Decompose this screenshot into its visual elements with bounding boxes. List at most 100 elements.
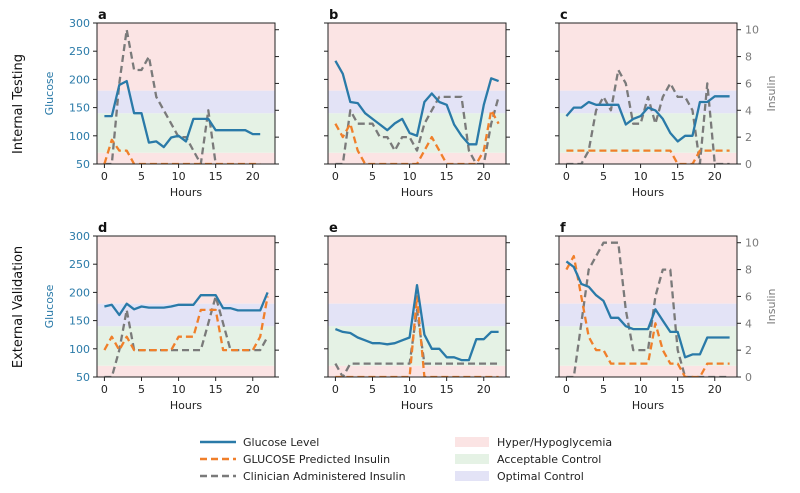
clinician-insulin-line-d <box>104 295 269 377</box>
y-left-tick-label-d-50: 50 <box>76 371 90 384</box>
x-tick-label-f-15: 15 <box>671 383 685 396</box>
panels-group: a0 5 10 15 20Hours50100150200250300Glucoseb0… <box>43 8 778 412</box>
x-tick-label-e-5: 5 <box>369 383 376 396</box>
axes-frame-c <box>558 22 738 165</box>
glucose-line-d <box>104 291 269 317</box>
predicted-insulin-line-c <box>566 149 730 164</box>
x-tick-label-f-10: 10 <box>634 383 648 396</box>
panel-c: c 0 5 10 15 20 Hours 0 2 4 6 8 10 Insulin <box>555 8 778 199</box>
legend-acceptable-label: Acceptable Control <box>497 453 601 466</box>
x-tick-label-c-20: 20 <box>708 170 722 183</box>
predicted-insulin-line-f <box>565 254 730 377</box>
axes-frame-e <box>327 235 507 378</box>
axes-frame-d <box>96 235 276 378</box>
x-tick-label-a-20: 20 <box>246 170 260 183</box>
legend-predicted-label: GLUCOSE Predicted Insulin <box>243 453 390 466</box>
clinician-insulin-line-e <box>334 308 499 377</box>
panel-letter-c: c <box>560 8 568 23</box>
band-hyper-hypo-a-0 <box>97 152 275 164</box>
legend-hyper-hypo-swatch <box>455 437 489 447</box>
panel-letter-e: e <box>329 221 338 236</box>
x-tick-label-c-15: 15 <box>671 170 685 183</box>
legend-glucose-label: Glucose Level <box>243 436 319 449</box>
x-tick-label-e-20: 20 <box>477 383 491 396</box>
y-right-tick-label-c-8: 8 <box>745 51 752 64</box>
band-acceptable-a-0 <box>97 113 275 153</box>
x-axis-label-a: Hours <box>170 186 202 199</box>
y-left-tick-label-d-100: 100 <box>69 343 90 356</box>
band-optimal-f-0 <box>559 303 737 327</box>
x-axis-label-f: Hours <box>632 399 664 412</box>
predicted-insulin-line-e <box>335 295 499 377</box>
panel-letter-b: b <box>329 8 338 23</box>
y-right-tick-label-f-2: 2 <box>745 344 752 357</box>
axes-frame-a <box>96 22 276 165</box>
clinician-insulin-line-a <box>104 28 217 164</box>
y-right-axis-label-c: Insulin <box>765 75 778 111</box>
x-tick-label-f-20: 20 <box>708 383 722 396</box>
x-tick-label-d-0: 0 <box>101 383 108 396</box>
y-right-tick-label-c-4: 4 <box>745 104 752 117</box>
y-right-tick-label-f-4: 4 <box>745 317 752 330</box>
legend-optimal-label: Optimal Control <box>497 470 584 483</box>
y-right-axis-label-f: Insulin <box>765 288 778 324</box>
x-tick-label-b-20: 20 <box>477 170 491 183</box>
x-tick-label-d-20: 20 <box>246 383 260 396</box>
x-axis-label-c: Hours <box>632 186 664 199</box>
panel-f: f 0 5 10 15 20 Hours 0 2 4 6 8 10 Insulin <box>555 221 778 412</box>
x-tick-label-b-15: 15 <box>440 170 454 183</box>
y-left-tick-label-a-250: 250 <box>69 45 90 58</box>
x-tick-label-a-15: 15 <box>209 170 223 183</box>
x-tick-label-f-0: 0 <box>563 383 570 396</box>
band-hyper-hypo-b-1 <box>328 23 506 91</box>
row-label-internal-testing: Internal Testing <box>11 54 26 154</box>
panel-d: d 0 5 10 15 20 Hours 50 100 150 200 250 300 Glucose <box>43 221 279 412</box>
band-hyper-hypo-e-0 <box>328 365 506 377</box>
predicted-insulin-line-d <box>103 296 269 352</box>
glucose-line-f <box>565 260 730 359</box>
x-axis-label-b: Hours <box>401 186 433 199</box>
clinician-insulin-line-c <box>566 68 730 164</box>
y-left-tick-label-a-150: 150 <box>69 102 90 115</box>
clinician-insulin-line-f <box>566 241 730 377</box>
x-tick-label-a-10: 10 <box>172 170 186 183</box>
band-optimal-c-0 <box>559 90 737 114</box>
legend-optimal-swatch <box>455 471 489 481</box>
band-hyper-hypo-b-0 <box>328 152 506 164</box>
y-right-tick-label-f-0: 0 <box>745 371 752 384</box>
glucose-line-b <box>334 60 500 146</box>
x-tick-label-e-15: 15 <box>440 383 454 396</box>
glucose-line-e <box>334 283 499 362</box>
axes-frame-b <box>327 22 507 165</box>
band-hyper-hypo-c-1 <box>559 23 737 91</box>
y-right-tick-label-c-0: 0 <box>745 158 752 171</box>
glucose-line-a <box>104 79 261 149</box>
band-hyper-hypo-c-0 <box>559 152 737 164</box>
y-right-tick-label-c-2: 2 <box>745 131 752 144</box>
y-left-tick-label-d-300: 300 <box>69 230 90 243</box>
x-tick-label-e-10: 10 <box>403 383 417 396</box>
x-tick-label-c-10: 10 <box>634 170 648 183</box>
legend-acceptable-swatch <box>455 454 489 464</box>
band-hyper-hypo-d-1 <box>97 236 275 304</box>
x-tick-label-d-10: 10 <box>172 383 186 396</box>
x-axis-label-e: Hours <box>401 399 433 412</box>
panel-b: b 0 5 10 15 20 Hours <box>324 8 510 199</box>
x-tick-label-b-10: 10 <box>403 170 417 183</box>
y-left-axis-label-a: Glucose <box>43 71 56 115</box>
y-left-tick-label-a-50: 50 <box>76 158 90 171</box>
y-left-tick-label-d-200: 200 <box>69 286 90 299</box>
glucose-line-c <box>565 95 730 143</box>
y-right-tick-label-f-8: 8 <box>745 264 752 277</box>
band-acceptable-d-0 <box>97 326 275 366</box>
panel-a: a 0 5 10 15 20 Hours 50 100 150 200 250 300 Glucose <box>43 8 279 199</box>
x-tick-label-f-5: 5 <box>600 383 607 396</box>
y-right-tick-label-c-10: 10 <box>745 24 759 37</box>
x-tick-label-c-0: 0 <box>563 170 570 183</box>
y-right-tick-label-f-6: 6 <box>745 290 752 303</box>
y-left-tick-label-a-300: 300 <box>69 17 90 30</box>
x-tick-label-c-5: 5 <box>600 170 607 183</box>
x-tick-label-d-5: 5 <box>138 383 145 396</box>
y-left-tick-label-a-100: 100 <box>69 130 90 143</box>
